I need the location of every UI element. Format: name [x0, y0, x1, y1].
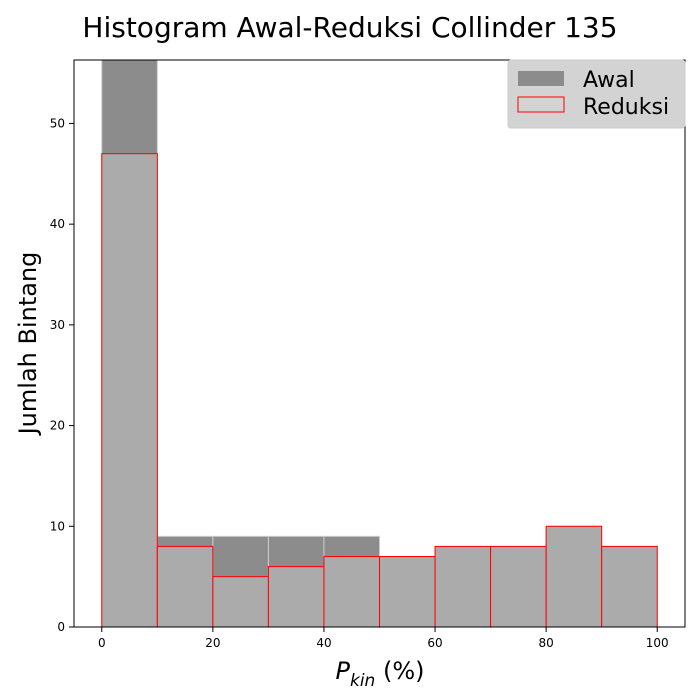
y-tick-label: 10 [50, 519, 65, 533]
x-axis-label-subscript: kin [350, 671, 375, 691]
x-tick-label: 0 [98, 636, 106, 650]
bar-reduksi-0-10 [101, 153, 158, 627]
x-tick-label: 60 [427, 636, 442, 650]
bar-reduksi-70-80 [490, 545, 547, 627]
legend-label-reduksi: Reduksi [583, 95, 669, 120]
x-tick-label: 100 [646, 636, 669, 650]
bar-reduksi-40-50 [323, 556, 381, 627]
bars-group [101, 60, 658, 627]
y-tick-label: 40 [50, 217, 65, 231]
x-tick-label: 20 [205, 636, 220, 650]
x-axis-label: Pkin (%) [336, 657, 425, 691]
y-tick-label: 50 [50, 116, 65, 130]
x-axis-label-symbol: P [336, 657, 351, 685]
y-tick-label: 30 [50, 318, 65, 332]
y-axis-ticks: 0 10 20 30 40 50 [50, 116, 74, 634]
y-tick-label: 20 [50, 419, 65, 433]
x-axis-label-unit: (%) [375, 657, 424, 685]
axes-frame [73, 59, 686, 628]
bar-reduksi-90-100 [601, 545, 658, 627]
x-tick-label: 40 [316, 636, 331, 650]
chart-title: Histogram Awal-Reduksi Collinder 135 [82, 11, 617, 44]
bar-reduksi-60-70 [434, 545, 492, 627]
bar-reduksi-10-20 [156, 545, 214, 627]
bar-reduksi-20-30 [212, 576, 269, 627]
legend-swatch-awal [518, 71, 564, 86]
x-axis-ticks: 0 20 40 60 80 100 [98, 627, 669, 650]
y-tick-label: 0 [57, 620, 65, 634]
legend: Awal Reduksi [507, 59, 686, 129]
bar-reduksi-30-40 [267, 566, 325, 627]
x-tick-label: 80 [538, 636, 553, 650]
legend-label-awal: Awal [583, 68, 635, 93]
bar-reduksi-80-90 [545, 525, 603, 627]
bar-reduksi-50-60 [379, 556, 436, 627]
y-axis-label: Jumlah Bintang [14, 252, 42, 437]
legend-swatch-reduksi [517, 96, 565, 113]
